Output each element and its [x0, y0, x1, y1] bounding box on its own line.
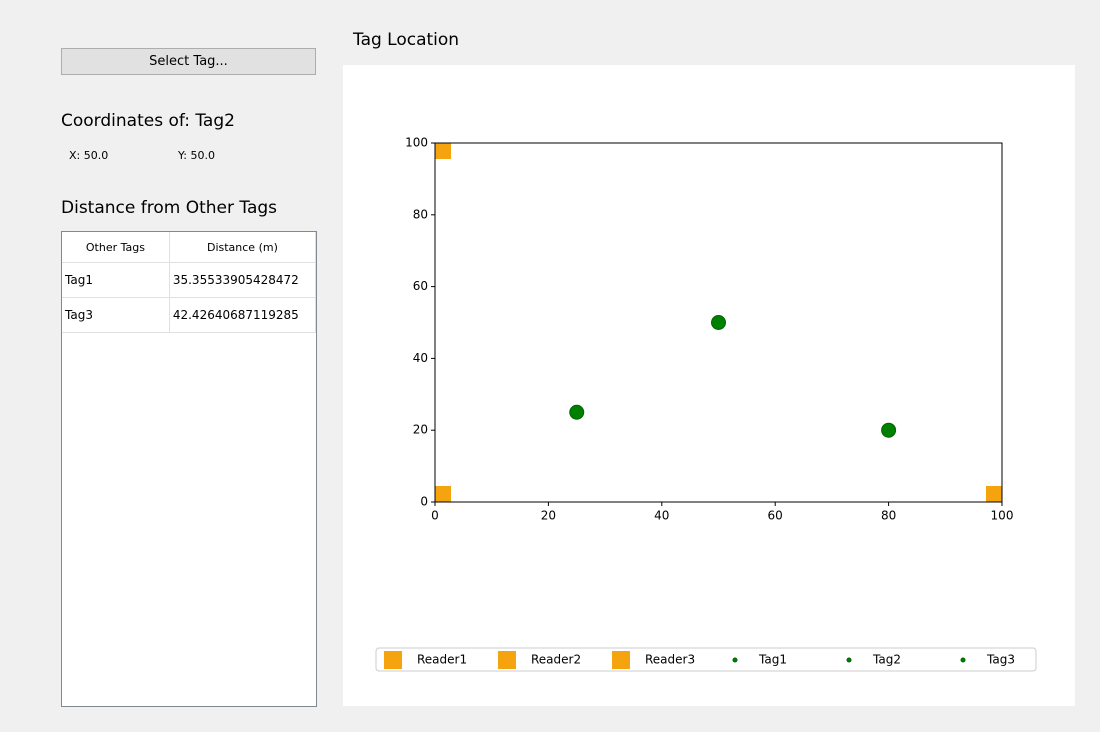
y-tick-label: 20: [413, 423, 428, 437]
chart-title: Tag Location: [353, 30, 460, 50]
x-tick-label: 20: [541, 509, 556, 523]
table-cell: 35.35533905428472: [169, 262, 317, 298]
reader-marker: [986, 486, 1002, 502]
legend-label: Reader2: [531, 653, 581, 667]
axes-frame: [434, 142, 1003, 503]
y-tick-label: 40: [413, 351, 428, 365]
legend-label: Tag2: [872, 653, 901, 667]
legend-label: Reader1: [417, 653, 467, 667]
select-tag-button[interactable]: Select Tag...: [61, 48, 316, 75]
reader-marker: [435, 143, 451, 159]
y-tick-label: 60: [413, 279, 428, 293]
header-row: Other Tags Distance (m): [62, 232, 317, 263]
coordinates-title: Coordinates of: Tag2: [61, 111, 235, 131]
legend-marker: [498, 651, 516, 669]
distance-title: Distance from Other Tags: [61, 198, 278, 218]
table-cell: Tag3: [62, 297, 170, 333]
legend-marker: [960, 657, 966, 663]
reader-marker: [435, 486, 451, 502]
plot-area: [435, 143, 1002, 502]
table-row[interactable]: Tag1 35.35533905428472: [62, 262, 317, 298]
x-tick-label: 60: [768, 509, 783, 523]
table-row[interactable]: Tag3 42.42640687119285: [62, 297, 317, 333]
distance-table: Other Tags Distance (m) Tag1 35.3553390542…: [61, 231, 317, 707]
legend-label: Tag3: [986, 653, 1015, 667]
table-cell: Tag1: [62, 262, 170, 298]
legend-marker: [846, 657, 852, 663]
y-tick-label: 80: [413, 207, 428, 221]
x-tick-label: 100: [991, 509, 1014, 523]
x-tick-label: 80: [881, 509, 896, 523]
x-tick-label: 40: [654, 509, 669, 523]
y-tick-label: 100: [405, 136, 428, 150]
legend-marker: [732, 657, 738, 663]
legend-label: Tag1: [758, 653, 787, 667]
x-tick-label: 0: [431, 509, 439, 523]
chart-panel: [343, 65, 1075, 706]
y-coordinate: Y: 50.0: [178, 149, 215, 162]
x-coordinate: X: 50.0: [69, 149, 109, 162]
legend-label: Reader3: [645, 653, 695, 667]
tag-marker: [881, 422, 897, 438]
legend-box: [375, 647, 1037, 672]
legend-marker: [384, 651, 402, 669]
tag-marker: [711, 315, 726, 330]
column-header: Distance (m): [169, 232, 317, 263]
table-cell: 42.42640687119285: [169, 297, 317, 333]
legend-marker: [612, 651, 630, 669]
column-header: Other Tags: [62, 232, 170, 263]
y-tick-label: 0: [420, 495, 428, 509]
tag-marker: [569, 404, 585, 420]
table: Other Tags Distance (m) Tag1 35.3553390542…: [62, 232, 317, 333]
